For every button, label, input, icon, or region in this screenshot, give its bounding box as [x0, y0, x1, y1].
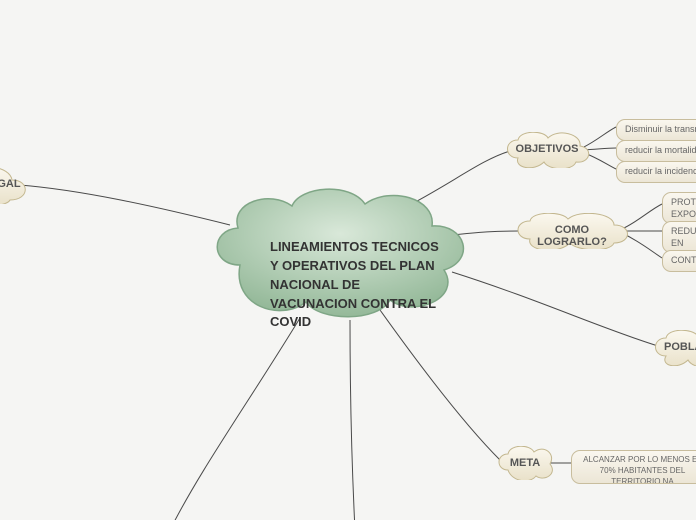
meta-label[interactable]: META: [504, 457, 546, 469]
legal-label[interactable]: GAL: [0, 178, 24, 190]
poblacion-label[interactable]: POBLA: [664, 341, 696, 353]
como-leaf-3[interactable]: CONTR: [662, 250, 696, 272]
center-text: LINEAMIENTOS TECNICOS Y OPERATIVOS DEL P…: [270, 239, 439, 329]
center-node[interactable]: LINEAMIENTOS TECNICOS Y OPERATIVOS DEL P…: [220, 198, 475, 372]
objetivos-label[interactable]: OBJETIVOS: [514, 143, 580, 155]
como-label[interactable]: COMO LOGRARLO?: [522, 224, 622, 248]
como-leaf-1[interactable]: PROTEC EXPOSI: [662, 192, 696, 224]
mindmap-canvas: { "type":"mindmap", "background_color":"…: [0, 0, 696, 520]
objetivos-leaf-1[interactable]: Disminuir la transmis: [616, 119, 696, 141]
objetivos-leaf-3[interactable]: reducir la incidencia c: [616, 161, 696, 183]
meta-leaf-1[interactable]: ALCANZAR POR LO MENOS EL 70% HABITANTES …: [571, 450, 696, 484]
objetivos-leaf-2[interactable]: reducir la mortalidad: [616, 140, 696, 162]
como-leaf-2[interactable]: REDUC EN GEN: [662, 221, 696, 253]
